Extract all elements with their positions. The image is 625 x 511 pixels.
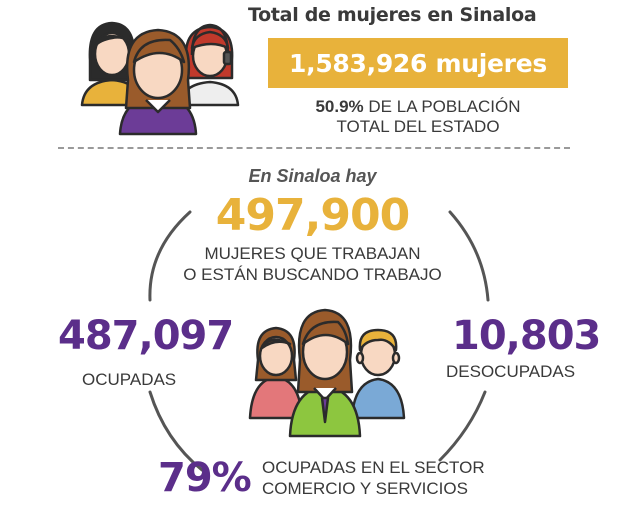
page-title: Total de mujeres en Sinaloa xyxy=(248,4,537,26)
arc-top-left xyxy=(148,210,192,302)
cycle-arcs xyxy=(148,210,490,472)
total-women-banner: 1,583,926 mujeres xyxy=(268,38,568,88)
labor-force-total: 497,900 xyxy=(215,190,410,241)
population-share-text: DE LA POBLACIÓN xyxy=(363,97,521,116)
labor-force-label-line-1: MUJERES QUE TRABAJAN xyxy=(204,244,421,263)
unoccupied-count: 10,803 xyxy=(452,313,601,359)
women-group-icon xyxy=(80,21,240,136)
population-share-line-1: 50.9% DE LA POBLACIÓN xyxy=(268,97,568,117)
arc-bottom-left xyxy=(148,390,204,472)
workers-group-icon xyxy=(248,308,406,438)
labor-intro: En Sinaloa hay xyxy=(248,166,377,186)
labor-force-label: MUJERES QUE TRABAJAN O ESTÁN BUSCANDO TR… xyxy=(150,243,475,285)
unoccupied-label: DESOCUPADAS xyxy=(446,362,576,381)
occupied-count: 487,097 xyxy=(58,313,234,359)
arc-bottom-right xyxy=(438,390,487,462)
section-divider xyxy=(58,147,570,149)
arc-top-right xyxy=(448,210,490,302)
population-share-pct: 50.9% xyxy=(315,97,364,116)
labor-force-label-line-2: O ESTÁN BUSCANDO TRABAJO xyxy=(183,265,442,284)
occupied-label: OCUPADAS xyxy=(82,370,177,389)
sector-label-line-2: COMERCIO Y SERVICIOS xyxy=(262,479,468,498)
population-share-line-2: TOTAL DEL ESTADO xyxy=(336,117,500,136)
sector-label-line-1: OCUPADAS EN EL SECTOR xyxy=(262,458,485,477)
population-share: 50.9% DE LA POBLACIÓN TOTAL DEL ESTADO xyxy=(268,97,568,137)
sector-percentage: 79% xyxy=(158,455,252,501)
sector-label: OCUPADAS EN EL SECTOR COMERCIO Y SERVICI… xyxy=(262,457,512,499)
